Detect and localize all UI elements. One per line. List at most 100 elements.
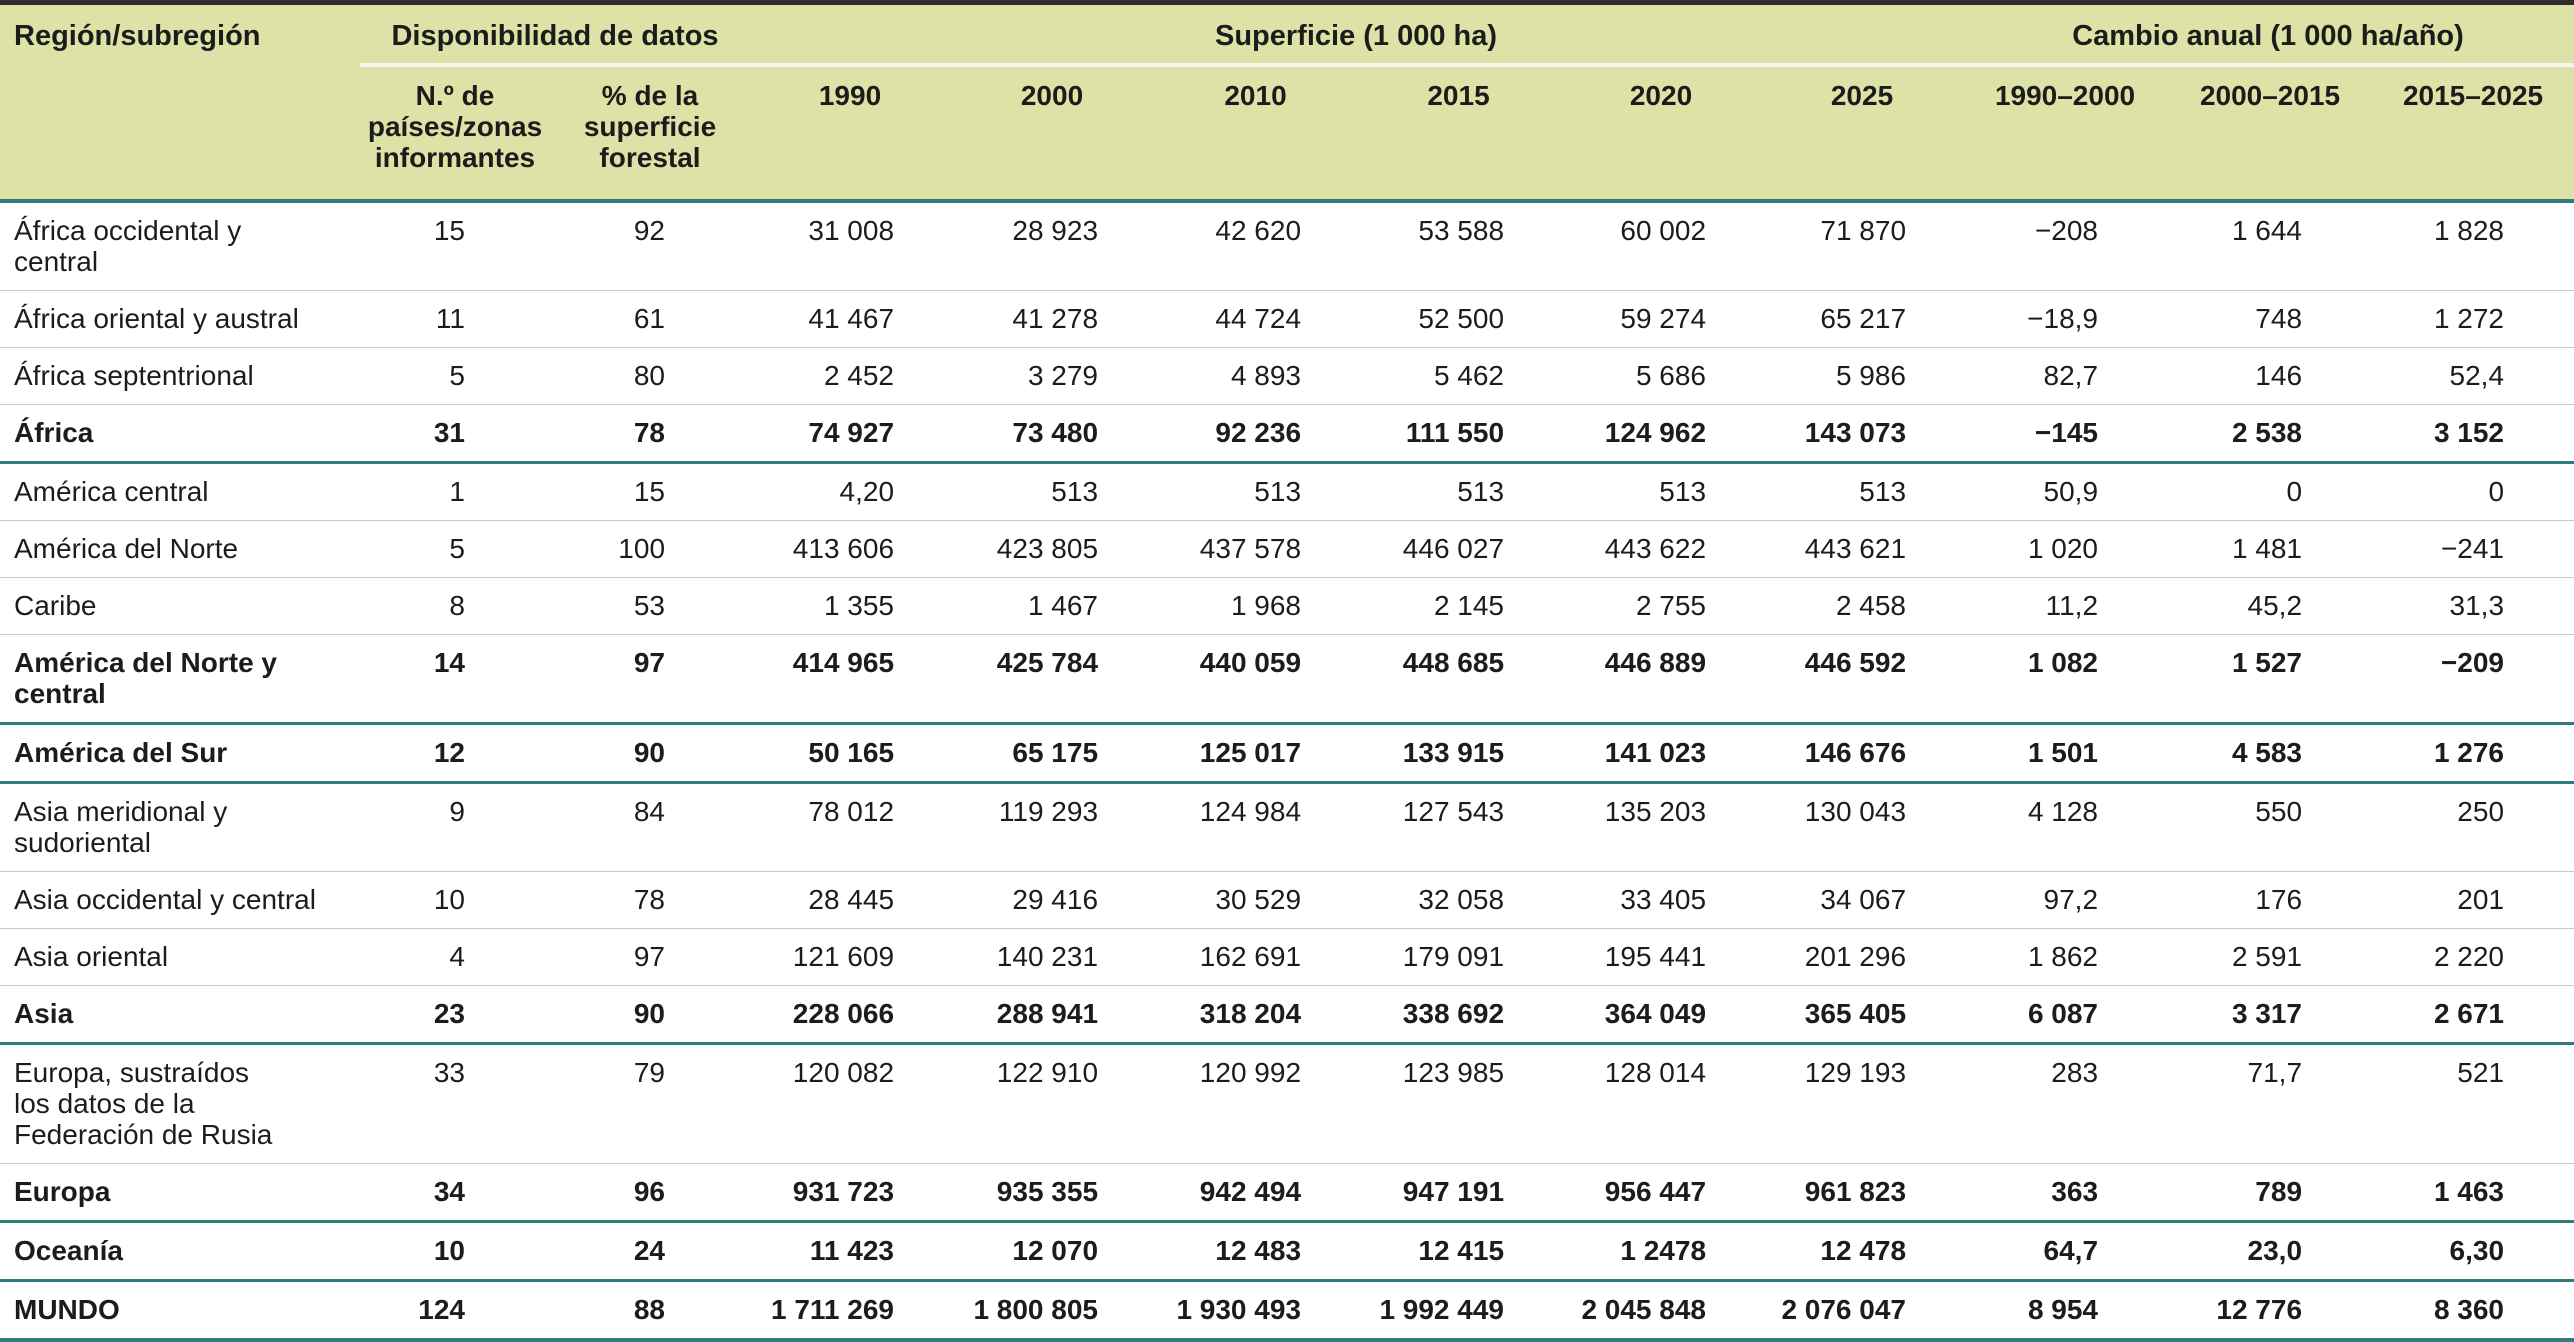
- region-cell: Asia: [0, 985, 360, 1045]
- value-cell: 44 724: [1154, 290, 1358, 348]
- value-cell: 128 014: [1560, 1043, 1763, 1164]
- value-cell: −18,9: [1962, 290, 2169, 348]
- value-cell: 443 622: [1560, 520, 1763, 578]
- value-cell: 1 930 493: [1154, 1280, 1358, 1342]
- value-cell: 141 023: [1560, 723, 1763, 784]
- value-cell: 50 165: [750, 723, 951, 784]
- region-cell: Asia oriental: [0, 928, 360, 986]
- value-cell: 65 217: [1762, 290, 1963, 348]
- value-cell: 440 059: [1154, 634, 1358, 725]
- table-row: Asia oriental 4 97 121 609 140 231 162 691 179…: [0, 928, 2574, 986]
- value-cell: −209: [2372, 634, 2574, 725]
- value-cell: 12 070: [950, 1221, 1155, 1282]
- value-cell: 1 2478: [1560, 1221, 1763, 1282]
- value-cell: 12 483: [1154, 1221, 1358, 1282]
- value-cell: 41 278: [950, 290, 1155, 348]
- value-cell: 71 870: [1762, 200, 1963, 291]
- value-cell: 1 501: [1962, 723, 2169, 784]
- region-cell: América central: [0, 462, 360, 521]
- value-cell: 45,2: [2168, 577, 2373, 635]
- value-cell: 288 941: [950, 985, 1155, 1045]
- value-cell: 1 862: [1962, 928, 2169, 986]
- value-cell: 73 480: [950, 404, 1155, 464]
- value-cell: 12 478: [1762, 1221, 1963, 1282]
- table-header: Región/subregión Disponibilidad de datos…: [0, 2, 2574, 203]
- value-cell: 11 423: [750, 1221, 951, 1282]
- value-cell: 283: [1962, 1043, 2169, 1164]
- value-cell: 1 467: [950, 577, 1155, 635]
- value-cell: 59 274: [1560, 290, 1763, 348]
- value-cell: 1 800 805: [950, 1280, 1155, 1342]
- table-row: América del Sur 12 90 50 165 65 175 125 017 13…: [0, 723, 2574, 784]
- col-header-num-paises: N.º de países/zonas informantes: [360, 64, 550, 203]
- value-cell: 146: [2168, 347, 2373, 405]
- value-cell: 23: [360, 985, 550, 1045]
- value-cell: 2 591: [2168, 928, 2373, 986]
- col-header-2000-2015: 2000–2015: [2168, 64, 2373, 203]
- sub-header-row: N.º de países/zonas informantes % de la …: [0, 64, 2574, 203]
- value-cell: 2 045 848: [1560, 1280, 1763, 1342]
- value-cell: 443 621: [1762, 520, 1963, 578]
- value-cell: 33 405: [1560, 871, 1763, 929]
- value-cell: 195 441: [1560, 928, 1763, 986]
- region-cell: África oriental y austral: [0, 290, 360, 348]
- value-cell: 1 527: [2168, 634, 2373, 725]
- value-cell: 1 992 449: [1357, 1280, 1561, 1342]
- value-cell: 250: [2372, 782, 2574, 872]
- table-body: África occidental y central 15 92 31 008 28 …: [0, 200, 2574, 1342]
- value-cell: 14: [360, 634, 550, 725]
- value-cell: 201: [2372, 871, 2574, 929]
- region-cell: África septentrional: [0, 347, 360, 405]
- value-cell: 2 076 047: [1762, 1280, 1963, 1342]
- value-cell: 201 296: [1762, 928, 1963, 986]
- region-cell: Asia occidental y central: [0, 871, 360, 929]
- value-cell: 413 606: [750, 520, 951, 578]
- table-row: Asia 23 90 228 066 288 941 318 204 338 692 364 …: [0, 985, 2574, 1045]
- value-cell: 42 620: [1154, 200, 1358, 291]
- value-cell: 10: [360, 871, 550, 929]
- value-cell: 3 317: [2168, 985, 2373, 1045]
- value-cell: 50,9: [1962, 462, 2169, 521]
- col-header-1990: 1990: [750, 64, 951, 203]
- value-cell: 1 711 269: [750, 1280, 951, 1342]
- value-cell: 80: [550, 347, 751, 405]
- value-cell: 5 686: [1560, 347, 1763, 405]
- value-cell: 4,20: [750, 462, 951, 521]
- value-cell: 513: [1762, 462, 1963, 521]
- value-cell: 11,2: [1962, 577, 2169, 635]
- value-cell: 12 776: [2168, 1280, 2373, 1342]
- value-cell: 78: [550, 871, 751, 929]
- region-cell: Caribe: [0, 577, 360, 635]
- value-cell: 423 805: [950, 520, 1155, 578]
- value-cell: 414 965: [750, 634, 951, 725]
- value-cell: 3 279: [950, 347, 1155, 405]
- table-row: Europa, sustraídos los datos de la Feder…: [0, 1043, 2574, 1164]
- value-cell: 135 203: [1560, 782, 1763, 872]
- col-header-pct-superficie: % de la superficie forestal: [550, 64, 751, 203]
- value-cell: 363: [1962, 1163, 2169, 1223]
- region-cell: África: [0, 404, 360, 464]
- value-cell: 52,4: [2372, 347, 2574, 405]
- value-cell: 24: [550, 1221, 751, 1282]
- value-cell: 338 692: [1357, 985, 1561, 1045]
- value-cell: 74 927: [750, 404, 951, 464]
- value-cell: 1: [360, 462, 550, 521]
- value-cell: 448 685: [1357, 634, 1561, 725]
- value-cell: 124: [360, 1280, 550, 1342]
- value-cell: 31: [360, 404, 550, 464]
- value-cell: 8 360: [2372, 1280, 2574, 1342]
- table-row: África 31 78 74 927 73 480 92 236 111 550 124 9…: [0, 404, 2574, 464]
- group-header-cambio-anual: Cambio anual (1 000 ha/año): [1962, 2, 2574, 67]
- value-cell: 123 985: [1357, 1043, 1561, 1164]
- value-cell: 176: [2168, 871, 2373, 929]
- value-cell: 8: [360, 577, 550, 635]
- value-cell: 1 481: [2168, 520, 2373, 578]
- value-cell: 513: [1560, 462, 1763, 521]
- region-cell: África occidental y central: [0, 200, 360, 291]
- value-cell: 15: [550, 462, 751, 521]
- value-cell: 124 984: [1154, 782, 1358, 872]
- value-cell: −145: [1962, 404, 2169, 464]
- value-cell: 513: [1357, 462, 1561, 521]
- value-cell: 100: [550, 520, 751, 578]
- col-header-2015-2025: 2015–2025: [2372, 64, 2574, 203]
